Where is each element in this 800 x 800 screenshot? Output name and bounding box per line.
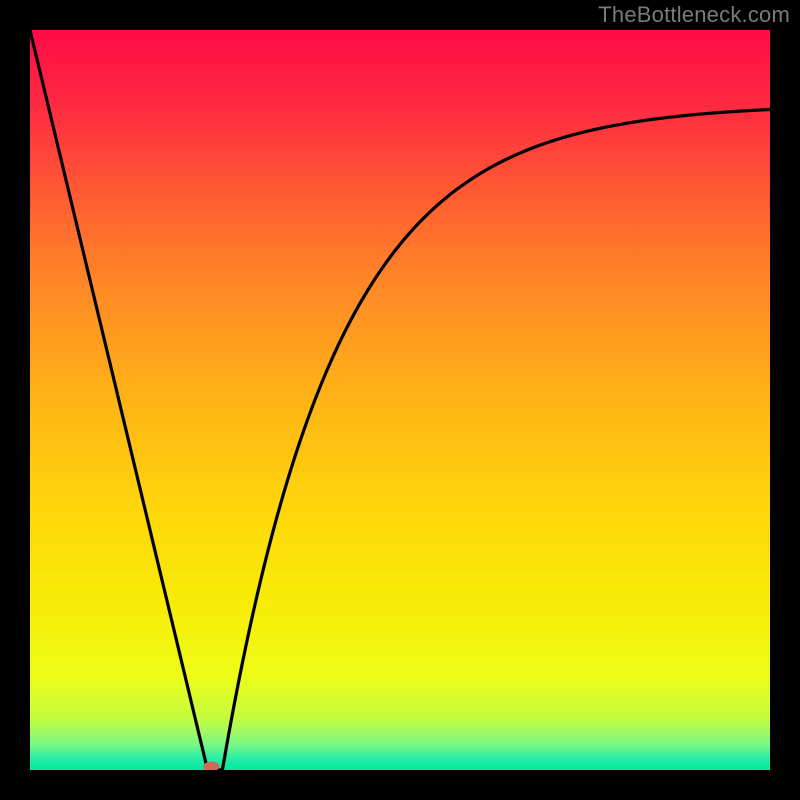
chart-container: TheBottleneck.com xyxy=(0,0,800,800)
chart-svg xyxy=(0,0,800,800)
chart-background xyxy=(30,30,770,770)
watermark-text: TheBottleneck.com xyxy=(598,2,790,28)
